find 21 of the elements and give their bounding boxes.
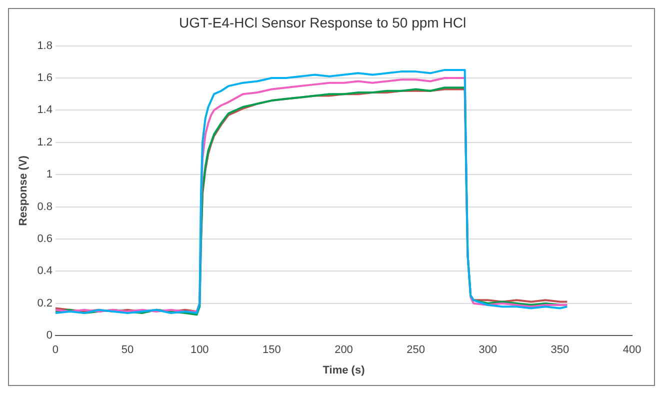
chart-title: UGT-E4-HCl Sensor Response to 50 ppm HCl bbox=[178, 14, 466, 30]
x-tick-label: 250 bbox=[406, 344, 425, 356]
x-tick-label: 350 bbox=[550, 344, 570, 356]
y-tick-label: 0 bbox=[46, 330, 52, 342]
y-tick-label: 0.4 bbox=[37, 265, 52, 278]
y-tick-label: 0.8 bbox=[37, 200, 52, 213]
x-tick-label: 150 bbox=[262, 344, 281, 356]
x-axis-title: Time (s) bbox=[322, 364, 366, 376]
y-tick-label: 1.8 bbox=[37, 40, 52, 52]
y-tick-label: 0.6 bbox=[37, 233, 52, 246]
x-tick-label: 50 bbox=[121, 344, 134, 356]
y-tick-label: 1.6 bbox=[37, 72, 52, 84]
y-tick-label: 1.4 bbox=[37, 104, 52, 116]
y-tick-label: 1 bbox=[46, 168, 52, 181]
x-tick-label: 400 bbox=[622, 344, 642, 356]
x-tick-label: 300 bbox=[478, 344, 498, 356]
y-tick-label: 1.2 bbox=[37, 136, 52, 148]
x-tick-label: 100 bbox=[190, 344, 209, 356]
x-tick-label: 200 bbox=[334, 344, 353, 356]
y-tick-label: 0.2 bbox=[37, 297, 52, 310]
y-axis-title: Response (V) bbox=[18, 155, 30, 226]
